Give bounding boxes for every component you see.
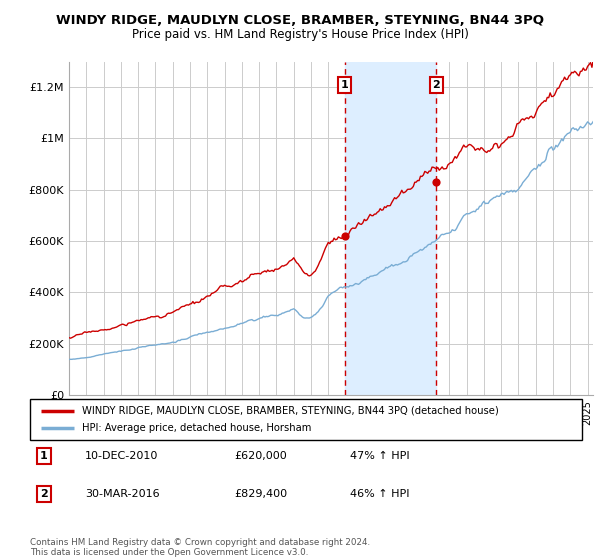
Text: £620,000: £620,000: [234, 451, 287, 461]
Text: 46% ↑ HPI: 46% ↑ HPI: [350, 489, 410, 499]
Text: 10-DEC-2010: 10-DEC-2010: [85, 451, 158, 461]
Text: Contains HM Land Registry data © Crown copyright and database right 2024.
This d: Contains HM Land Registry data © Crown c…: [30, 538, 370, 557]
Text: 2: 2: [433, 80, 440, 90]
Text: WINDY RIDGE, MAUDLYN CLOSE, BRAMBER, STEYNING, BN44 3PQ: WINDY RIDGE, MAUDLYN CLOSE, BRAMBER, STE…: [56, 14, 544, 27]
Text: WINDY RIDGE, MAUDLYN CLOSE, BRAMBER, STEYNING, BN44 3PQ (detached house): WINDY RIDGE, MAUDLYN CLOSE, BRAMBER, STE…: [82, 405, 499, 416]
Point: [431, 178, 441, 186]
Text: 47% ↑ HPI: 47% ↑ HPI: [350, 451, 410, 461]
Text: £829,400: £829,400: [234, 489, 287, 499]
Point: [340, 231, 349, 240]
Bar: [344, 62, 436, 395]
Text: HPI: Average price, detached house, Horsham: HPI: Average price, detached house, Hors…: [82, 423, 312, 433]
Text: Price paid vs. HM Land Registry's House Price Index (HPI): Price paid vs. HM Land Registry's House …: [131, 28, 469, 41]
FancyBboxPatch shape: [30, 399, 582, 440]
Text: 2: 2: [40, 489, 47, 499]
Text: 30-MAR-2016: 30-MAR-2016: [85, 489, 160, 499]
Text: 1: 1: [341, 80, 349, 90]
Text: 1: 1: [40, 451, 47, 461]
